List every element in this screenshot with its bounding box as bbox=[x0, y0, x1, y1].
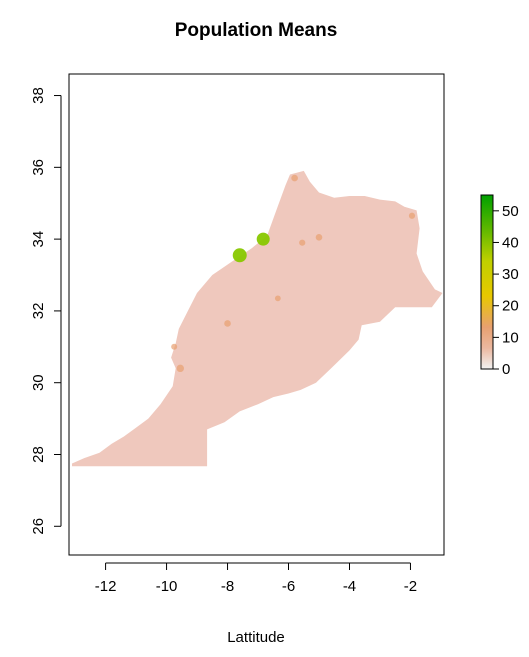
color-legend: 0 10 20 30 40 50 bbox=[480, 194, 519, 378]
legend-ticks: 0 10 20 30 40 50 bbox=[493, 203, 519, 378]
legend-tick-label: 40 bbox=[502, 234, 519, 251]
x-axis-title: Lattitude bbox=[227, 629, 285, 646]
y-tick-label: 26 bbox=[30, 518, 47, 535]
x-axis: -12 -10 -8 -6 -4 -2 bbox=[95, 562, 417, 595]
hotspot-meknes bbox=[299, 239, 306, 246]
legend-tick-label: 10 bbox=[502, 329, 519, 346]
legend-tick-label: 50 bbox=[502, 203, 519, 220]
x-tick-label: -8 bbox=[221, 578, 234, 595]
hotspot-tangier bbox=[291, 174, 298, 182]
hotspot-rabat bbox=[256, 232, 270, 246]
legend-colorbar bbox=[480, 194, 494, 370]
region-heat bbox=[72, 170, 443, 467]
x-tick-label: -4 bbox=[343, 578, 356, 595]
hotspot-agadir bbox=[176, 364, 184, 373]
hotspot-beni-mellal bbox=[274, 295, 281, 302]
x-tick-label: -12 bbox=[95, 578, 117, 595]
x-tick-label: -10 bbox=[156, 578, 178, 595]
hotspot-fes bbox=[315, 234, 323, 241]
y-tick-label: 30 bbox=[30, 374, 47, 391]
hotspot-oujda bbox=[408, 212, 416, 219]
legend-tick-label: 20 bbox=[502, 298, 519, 315]
x-tick-label: -6 bbox=[282, 578, 295, 595]
hotspot-layer bbox=[171, 174, 416, 373]
chart-title: Population Means bbox=[175, 20, 338, 41]
y-tick-label: 32 bbox=[30, 303, 47, 320]
y-axis: 26 28 30 32 34 36 38 bbox=[30, 87, 62, 535]
y-tick-label: 38 bbox=[30, 87, 47, 104]
plot-frame bbox=[68, 73, 445, 556]
x-tick-label: -2 bbox=[404, 578, 417, 595]
y-tick-label: 28 bbox=[30, 446, 47, 463]
hotspot-casablanca bbox=[232, 248, 247, 263]
y-tick-label: 34 bbox=[30, 231, 47, 248]
map-layer bbox=[72, 170, 443, 467]
hotspot-essaouira bbox=[171, 343, 178, 350]
hotspot-marrakesh bbox=[224, 320, 231, 327]
y-tick-label: 36 bbox=[30, 159, 47, 176]
legend-tick-label: 0 bbox=[502, 361, 510, 378]
legend-tick-label: 30 bbox=[502, 266, 519, 283]
